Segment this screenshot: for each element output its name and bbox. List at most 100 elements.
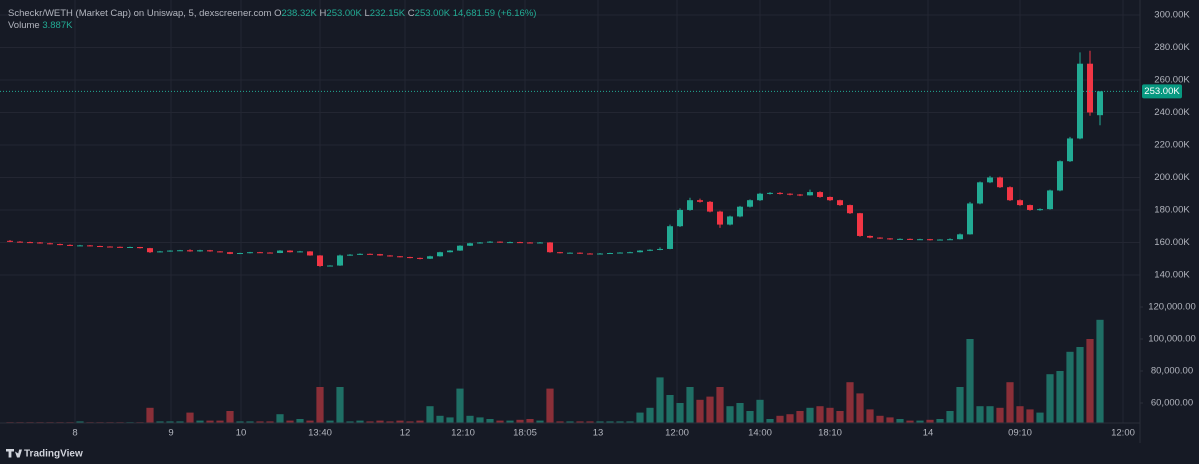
candle-body <box>347 254 353 256</box>
x-tick-label: 12 <box>400 428 411 439</box>
candle-body <box>767 192 773 194</box>
candle-body <box>517 242 523 244</box>
volume-bar <box>1026 409 1034 423</box>
volume-bar <box>936 419 944 423</box>
candle-body <box>927 239 933 241</box>
legend-h-label: H <box>320 8 327 19</box>
volume-bar <box>176 421 184 423</box>
volume-bar <box>1036 412 1044 423</box>
candle-body <box>47 243 53 245</box>
candle-body <box>467 243 473 246</box>
volume-bar <box>456 388 464 423</box>
volume-bar <box>266 421 274 423</box>
volume-bar <box>756 399 764 423</box>
volume-bar <box>966 339 974 423</box>
candle-body <box>637 250 643 253</box>
volume-bar <box>466 415 474 423</box>
volume-bar <box>886 417 894 423</box>
volume-bar <box>496 420 504 423</box>
legend-h: 253.00K <box>326 8 362 19</box>
candle-body <box>487 241 493 243</box>
candle-body <box>407 257 413 259</box>
volume-bar <box>796 411 804 423</box>
volume-bar <box>776 415 784 423</box>
candle-body <box>1097 91 1103 116</box>
volume-legend: Volume 3.887K <box>8 20 73 31</box>
volume-bar <box>436 415 444 423</box>
candle-body <box>1067 138 1073 162</box>
candle-body <box>587 253 593 255</box>
volume-bar <box>986 406 994 423</box>
volume-bar <box>976 406 984 423</box>
volume-bar <box>786 414 794 423</box>
candle-body <box>947 239 953 241</box>
legend: Scheckr/WETH (Market Cap) on Uniswap, 5,… <box>8 8 536 19</box>
volume-bar <box>536 420 544 423</box>
candle-body <box>147 248 153 253</box>
volume-bar <box>586 421 594 423</box>
candle-body <box>817 192 823 197</box>
volume-bar <box>216 420 224 423</box>
candle-body <box>547 242 553 253</box>
volume-bar <box>426 406 434 423</box>
volume-bar <box>76 421 84 423</box>
candle-body <box>157 251 163 253</box>
candle-body <box>647 249 653 251</box>
volume-bar <box>896 419 904 423</box>
volume-bar <box>526 419 534 423</box>
volume-bar <box>1016 406 1024 423</box>
candle-body <box>37 242 43 244</box>
candle-body <box>827 196 833 201</box>
candle-body <box>577 252 583 254</box>
x-tick-label: 12:10 <box>451 428 475 439</box>
volume-bar <box>146 407 154 423</box>
y-tick-label: 160.00K <box>1154 237 1190 248</box>
candle-body <box>287 250 293 253</box>
candle-body <box>67 244 73 246</box>
candle-body <box>117 246 123 248</box>
volume-bar <box>316 387 324 423</box>
candle-body <box>807 192 813 196</box>
candle-body <box>667 226 673 249</box>
candle-body <box>677 209 683 227</box>
volume-pane <box>6 319 1104 423</box>
candle-body <box>787 193 793 195</box>
volume-bar <box>856 393 864 423</box>
candle-pane <box>0 50 1140 267</box>
volume-bar <box>166 421 174 423</box>
candle-body <box>247 252 253 254</box>
candle-body <box>57 244 63 246</box>
candle-body <box>507 242 513 244</box>
candle-body <box>167 250 173 252</box>
candle-body <box>1057 161 1063 191</box>
y2-tick-label: 60,000.00 <box>1151 398 1193 409</box>
y2-tick-label: 80,000.00 <box>1151 366 1193 377</box>
candle-body <box>447 250 453 253</box>
candle-body <box>1077 63 1083 139</box>
volume-bar <box>726 406 734 423</box>
footer-text: TradingView <box>24 449 83 460</box>
volume-bar <box>206 420 214 423</box>
volume-bar <box>846 382 854 423</box>
candle-body <box>177 250 183 252</box>
volume-bar <box>256 421 264 423</box>
volume-bar <box>576 421 584 423</box>
volume-bar <box>946 411 954 423</box>
candle-body <box>1027 205 1033 210</box>
x-tick-label: 12:00 <box>1111 428 1135 439</box>
candle-body <box>687 200 693 210</box>
volume-bar <box>446 417 454 423</box>
volume-bar <box>1006 382 1014 423</box>
candle-body <box>857 213 863 236</box>
x-tick-label: 18:10 <box>818 428 842 439</box>
x-tick-label: 8 <box>72 428 77 439</box>
legend-c: 253.00K <box>415 8 451 19</box>
y-tick-label: 180.00K <box>1154 204 1190 215</box>
candle-body <box>7 240 13 242</box>
volume-bar <box>286 420 294 423</box>
volume-bar <box>996 407 1004 423</box>
x-tick-label: 13:40 <box>308 428 332 439</box>
candle-body <box>887 238 893 240</box>
